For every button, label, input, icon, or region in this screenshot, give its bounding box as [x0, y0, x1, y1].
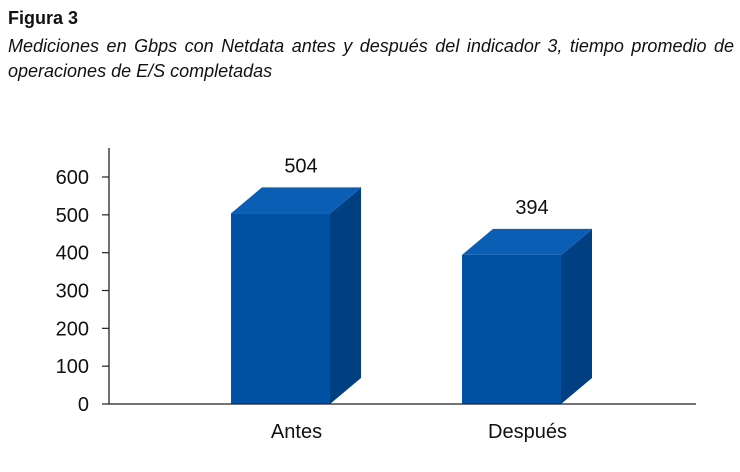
labels-group: 0 100 200 300 400 500 600 Antes Después 504 394 — [56, 155, 567, 443]
y-tick-label-3: 300 — [56, 281, 89, 303]
x-category-label-1: Después — [488, 421, 567, 443]
x-category-label-0: Antes — [271, 421, 322, 443]
bar-front-0 — [231, 213, 330, 404]
data-label-0: 504 — [284, 155, 317, 177]
axes-group — [102, 148, 696, 405]
data-label-1: 394 — [515, 197, 548, 219]
y-tick-label-5: 500 — [56, 205, 89, 227]
y-tick-label-1: 100 — [56, 356, 89, 378]
bar-edge-1 — [560, 228, 593, 256]
bar-edge-0 — [329, 186, 362, 214]
bar-top-0 — [231, 187, 361, 214]
y-tick-label-4: 400 — [56, 243, 89, 265]
bar-front-1 — [462, 254, 561, 404]
y-tick-label-2: 200 — [56, 318, 89, 340]
bar-side-1 — [561, 228, 592, 404]
figure-caption: Mediciones en Gbps con Netdata antes y d… — [8, 36, 734, 81]
y-tick-label-6: 600 — [56, 167, 89, 189]
bars-group — [231, 186, 593, 404]
bar-top-1 — [462, 228, 592, 255]
y-tick-label-0: 0 — [78, 394, 89, 416]
figure-label: Figura 3 — [8, 8, 79, 28]
bar-side-0 — [330, 187, 361, 404]
